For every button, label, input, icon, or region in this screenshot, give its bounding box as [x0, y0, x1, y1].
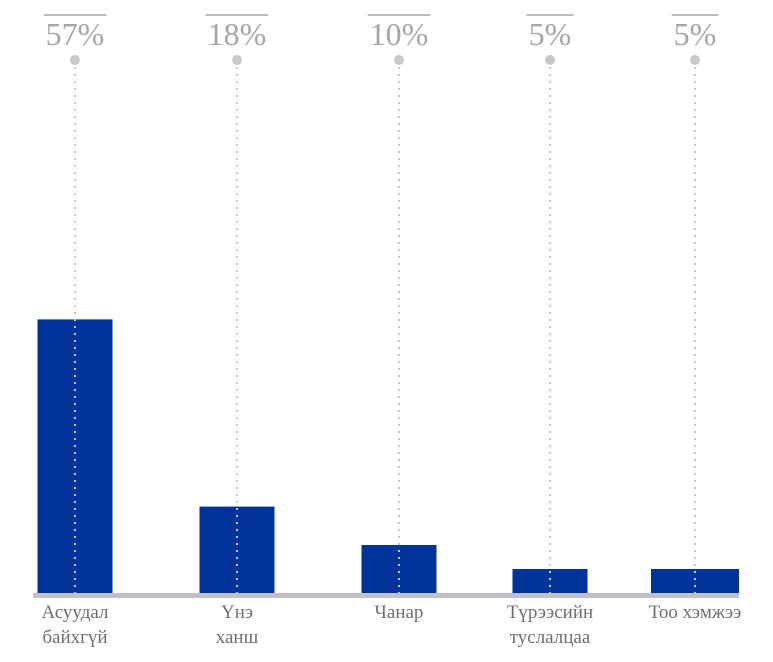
category-label: ханш — [216, 627, 259, 648]
guide-dot — [545, 55, 555, 65]
guide-dot — [394, 55, 404, 65]
bar — [199, 506, 275, 593]
value-label: 5% — [674, 16, 717, 52]
category-label: Үнэ — [221, 602, 253, 623]
axis-layer — [33, 593, 739, 598]
guide-dot — [690, 55, 700, 65]
value-label: 18% — [208, 16, 267, 52]
category-label: Чанар — [375, 602, 424, 623]
x-axis-line — [33, 593, 739, 598]
guide-dot — [70, 55, 80, 65]
category-label: туслалцаа — [510, 627, 591, 648]
labels-layer: 57% Асуудал байхгүй 18% Үнэ ханш 10% Чанар 5% Түр… — [42, 14, 742, 648]
bar — [37, 319, 113, 593]
value-label: 57% — [46, 16, 105, 52]
value-label: 5% — [529, 16, 572, 52]
category-label: Тоо хэмжээ — [649, 602, 742, 623]
guide-dot — [232, 55, 242, 65]
bars-layer — [37, 319, 739, 593]
category-label: байхгүй — [42, 627, 107, 648]
value-label: 10% — [370, 16, 429, 52]
category-label: Түрээсийн — [507, 602, 593, 623]
guides-layer — [70, 55, 700, 593]
category-label: Асуудал — [42, 602, 110, 623]
